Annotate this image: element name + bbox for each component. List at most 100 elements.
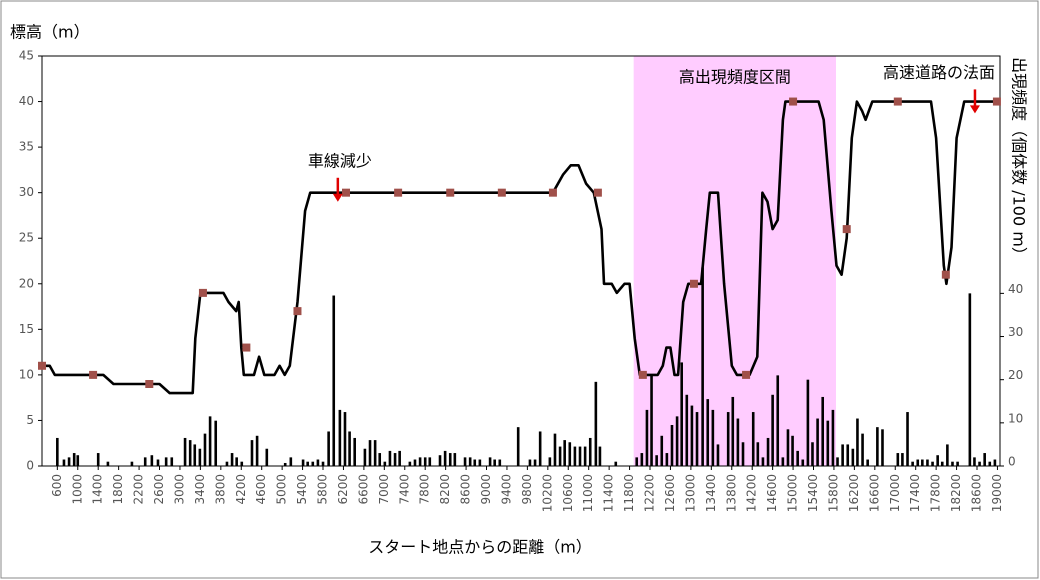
x-tick-label: 13800 (724, 474, 738, 512)
frequency-bar (193, 444, 197, 466)
frequency-bar (235, 457, 238, 466)
frequency-bar (816, 418, 819, 466)
frequency-bar (741, 442, 745, 466)
elevation-marker (198, 288, 207, 297)
elevation-marker (689, 279, 698, 288)
x-tick-label: 2200 (132, 474, 146, 505)
frequency-bar (306, 461, 309, 466)
frequency-bar (408, 461, 412, 466)
frequency-bar (473, 459, 477, 466)
x-tick-label: 7800 (418, 474, 432, 505)
x-tick-label: 7400 (397, 474, 411, 505)
frequency-bar (786, 429, 790, 466)
x-tick-label: 15400 (806, 474, 820, 512)
frequency-bar (821, 396, 825, 466)
y-tick-label: 30 (19, 185, 34, 199)
frequency-bar (594, 381, 598, 466)
frequency-bar (413, 459, 417, 466)
frequency-bar (936, 455, 939, 466)
frequency-bar (289, 457, 293, 466)
elevation-marker (789, 97, 798, 106)
x-tick-label: 5800 (316, 474, 330, 505)
elevation-marker (242, 343, 251, 352)
frequency-bar (588, 437, 592, 466)
frequency-bar (921, 459, 924, 466)
frequency-bar (353, 437, 356, 466)
frequency-bar (695, 412, 699, 466)
frequency-bar (685, 394, 689, 466)
elevation-marker (446, 188, 455, 197)
frequency-bar (558, 446, 562, 466)
x-tick-label: 12600 (663, 474, 677, 512)
x-axis-label: スタート地点からの距離（m） (368, 538, 592, 557)
frequency-bar (940, 461, 944, 466)
x-tick-label: 19000 (990, 474, 1004, 512)
frequency-bar (988, 461, 992, 466)
frequency-bar (488, 457, 492, 466)
x-tick-label: 600 (50, 474, 64, 497)
frequency-bar (563, 440, 566, 466)
frequency-bar (650, 375, 653, 466)
frequency-bar (316, 459, 320, 466)
y-tick-label: 35 (19, 140, 34, 154)
frequency-bar (568, 442, 572, 466)
elevation-marker (941, 270, 950, 279)
x-tick-label: 9000 (479, 474, 493, 505)
x-tick-label: 7000 (377, 474, 391, 505)
elevation-marker (394, 188, 403, 197)
elevation-marker (593, 188, 602, 197)
plot-area (41, 55, 1001, 467)
frequency-bar (978, 461, 981, 466)
frequency-bar (533, 459, 537, 466)
x-tick-label: 6200 (336, 474, 350, 505)
frequency-bar (598, 446, 602, 466)
frequency-bar (498, 459, 502, 466)
frequency-bar (378, 453, 382, 466)
annotation-label: 車線減少 (308, 151, 372, 170)
frequency-bar (265, 448, 269, 466)
frequency-bar (866, 459, 869, 466)
elevation-line (42, 100, 1000, 395)
frequency-bar (388, 450, 392, 466)
frequency-bar (373, 440, 377, 466)
frequency-bar (806, 379, 810, 466)
frequency-bar (528, 459, 532, 466)
frequency-bar (716, 444, 720, 466)
x-tick-label: 2600 (152, 474, 166, 505)
frequency-bar (240, 461, 244, 466)
frequency-bar (516, 427, 520, 466)
frequency-bar (283, 462, 287, 466)
frequency-bar (583, 446, 587, 466)
x-tick-label: 3800 (213, 474, 227, 505)
x-tick-label: 17800 (929, 474, 943, 512)
y-axis-label: 標高（m） (10, 23, 90, 42)
frequency-bar (640, 453, 644, 466)
frequency-bar (706, 399, 710, 466)
x-tick-label: 6600 (356, 474, 370, 505)
frequency-bar (76, 455, 80, 466)
frequency-bar (726, 412, 730, 466)
frequency-bar (214, 420, 218, 466)
frequency-bar (443, 450, 447, 466)
frequency-bar (771, 394, 774, 466)
frequency-bar (143, 457, 147, 466)
x-tick-label: 15000 (786, 474, 800, 512)
elevation-marker (992, 97, 1001, 106)
frequency-bar (156, 459, 160, 466)
frequency-bar (538, 431, 542, 466)
x-tick-label: 18200 (949, 474, 963, 512)
x-tick-label: 11800 (622, 474, 636, 512)
frequency-bar (776, 375, 780, 466)
frequency-bar (493, 459, 496, 466)
frequency-bar (951, 461, 954, 466)
frequency-bar (255, 435, 259, 466)
frequency-bar (363, 448, 367, 466)
frequency-bar (423, 457, 427, 466)
x-tick-label: 18600 (970, 474, 984, 512)
y2-tick-label: 30 (1008, 325, 1023, 339)
frequency-bar (931, 461, 934, 466)
y-tick-label: 5 (26, 413, 34, 427)
frequency-bar (208, 416, 212, 466)
frequency-bar (327, 431, 330, 466)
annotation-arrowhead (969, 105, 980, 114)
